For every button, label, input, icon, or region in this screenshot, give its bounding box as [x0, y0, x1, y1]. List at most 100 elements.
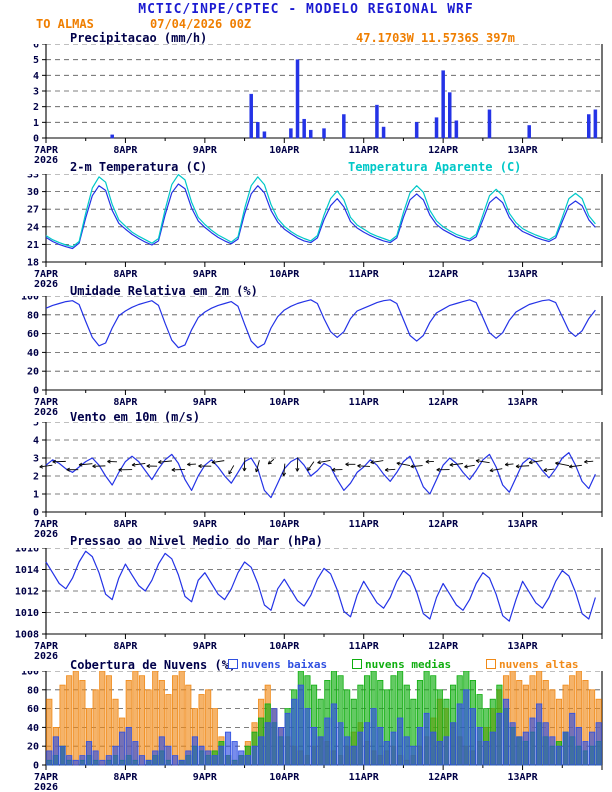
clouds-title-row: Cobertura de Nuvens (%) nuvens baixas nu… — [0, 658, 612, 672]
location-coordinates: 47.1703W 11.5736S 397m — [356, 31, 515, 45]
svg-text:80: 80 — [27, 310, 39, 321]
svg-text:13APR: 13APR — [508, 641, 539, 652]
svg-text:5: 5 — [33, 422, 39, 429]
humidity-title-row: Umidade Relativa em 2m (%) — [0, 284, 612, 298]
svg-text:12APR: 12APR — [428, 397, 459, 408]
svg-text:9APR: 9APR — [193, 641, 218, 652]
svg-text:7APR: 7APR — [34, 519, 59, 530]
svg-text:10APR: 10APR — [269, 269, 300, 280]
svg-text:1010: 1010 — [15, 608, 39, 619]
svg-text:4: 4 — [33, 436, 39, 447]
svg-text:2: 2 — [33, 472, 39, 483]
svg-text:30: 30 — [27, 187, 39, 198]
svg-text:9APR: 9APR — [193, 145, 218, 156]
svg-text:1: 1 — [33, 490, 39, 501]
svg-text:9APR: 9APR — [193, 269, 218, 280]
svg-text:0: 0 — [33, 134, 39, 145]
svg-text:9APR: 9APR — [193, 772, 218, 783]
panel-title-pressure: Pressao ao Nivel Medio do Mar (hPa) — [70, 534, 323, 548]
svg-text:2: 2 — [33, 102, 39, 113]
pressure-title-row: Pressao ao Nivel Medio do Mar (hPa) — [0, 534, 612, 548]
temperature-title-row: 2-m Temperatura (C) Temperatura Aparente… — [0, 160, 612, 174]
svg-text:12APR: 12APR — [428, 519, 459, 530]
wind-title-row: Vento em 10m (m/s) — [0, 410, 612, 424]
svg-text:13APR: 13APR — [508, 772, 539, 783]
svg-text:11APR: 11APR — [349, 519, 380, 530]
svg-text:13APR: 13APR — [508, 519, 539, 530]
svg-text:1014: 1014 — [15, 565, 39, 576]
svg-text:10APR: 10APR — [269, 772, 300, 783]
panel-title-cloud-cover: Cobertura de Nuvens (%) — [70, 658, 237, 672]
svg-text:0: 0 — [33, 508, 39, 519]
svg-text:2026: 2026 — [34, 782, 58, 792]
panel-title-precipitation: Precipitacao (mm/h) — [70, 31, 208, 45]
svg-text:13APR: 13APR — [508, 145, 539, 156]
svg-text:10APR: 10APR — [269, 519, 300, 530]
svg-text:12APR: 12APR — [428, 145, 459, 156]
svg-text:1: 1 — [33, 118, 39, 129]
svg-text:60: 60 — [27, 329, 39, 340]
svg-text:1012: 1012 — [15, 587, 39, 598]
svg-text:5: 5 — [33, 55, 39, 66]
station-name: TO ALMAS — [36, 17, 94, 31]
svg-text:12APR: 12APR — [428, 772, 459, 783]
svg-text:0: 0 — [33, 761, 39, 772]
svg-text:11APR: 11APR — [349, 269, 380, 280]
svg-text:8APR: 8APR — [113, 269, 138, 280]
low-clouds-swatch-icon — [228, 659, 238, 669]
svg-text:10APR: 10APR — [269, 145, 300, 156]
svg-text:100: 100 — [21, 671, 39, 678]
svg-text:7APR: 7APR — [34, 641, 59, 652]
svg-text:2026: 2026 — [34, 155, 58, 165]
svg-text:8APR: 8APR — [113, 641, 138, 652]
precipitation-title-row: Precipitacao (mm/h) 47.1703W 11.5736S 39… — [0, 31, 612, 45]
legend-high-clouds: nuvens altas — [486, 658, 578, 671]
svg-text:11APR: 11APR — [349, 641, 380, 652]
svg-text:2026: 2026 — [34, 279, 58, 289]
svg-text:3: 3 — [33, 87, 39, 98]
svg-text:7APR: 7APR — [34, 772, 59, 783]
svg-text:8APR: 8APR — [113, 145, 138, 156]
svg-text:40: 40 — [27, 348, 39, 359]
svg-text:2026: 2026 — [34, 651, 58, 661]
svg-text:13APR: 13APR — [508, 397, 539, 408]
panel-title-temperature: 2-m Temperatura (C) — [70, 160, 208, 174]
svg-text:1008: 1008 — [15, 630, 39, 641]
svg-text:20: 20 — [27, 742, 39, 753]
panel-title-humidity: Umidade Relativa em 2m (%) — [70, 284, 258, 298]
svg-text:11APR: 11APR — [349, 772, 380, 783]
svg-text:2026: 2026 — [34, 407, 58, 417]
svg-text:24: 24 — [27, 222, 39, 233]
svg-text:21: 21 — [27, 240, 39, 251]
svg-text:8APR: 8APR — [113, 772, 138, 783]
legend-mid-clouds-label: nuvens medias — [365, 658, 452, 671]
svg-text:9APR: 9APR — [193, 397, 218, 408]
svg-text:10APR: 10APR — [269, 641, 300, 652]
legend-high-clouds-label: nuvens altas — [499, 658, 579, 671]
svg-text:18: 18 — [27, 258, 39, 269]
svg-text:40: 40 — [27, 723, 39, 734]
svg-text:7APR: 7APR — [34, 269, 59, 280]
app-title: MCTIC/INPE/CPTEC - MODELO REGIONAL WRF — [138, 2, 474, 17]
apparent-temperature-label: Temperatura Aparente (C) — [348, 160, 522, 174]
svg-text:11APR: 11APR — [349, 145, 380, 156]
legend-low-clouds-label: nuvens baixas — [241, 658, 328, 671]
svg-text:10APR: 10APR — [269, 397, 300, 408]
svg-text:3: 3 — [33, 454, 39, 465]
svg-text:7APR: 7APR — [34, 145, 59, 156]
svg-text:8APR: 8APR — [113, 397, 138, 408]
svg-text:12APR: 12APR — [428, 641, 459, 652]
svg-text:0: 0 — [33, 386, 39, 397]
svg-text:8APR: 8APR — [113, 519, 138, 530]
high-clouds-swatch-icon — [486, 659, 496, 669]
mid-clouds-swatch-icon — [352, 659, 362, 669]
svg-text:100: 100 — [21, 296, 39, 303]
svg-text:20: 20 — [27, 367, 39, 378]
svg-text:6: 6 — [33, 44, 39, 51]
svg-text:12APR: 12APR — [428, 269, 459, 280]
svg-text:80: 80 — [27, 685, 39, 696]
